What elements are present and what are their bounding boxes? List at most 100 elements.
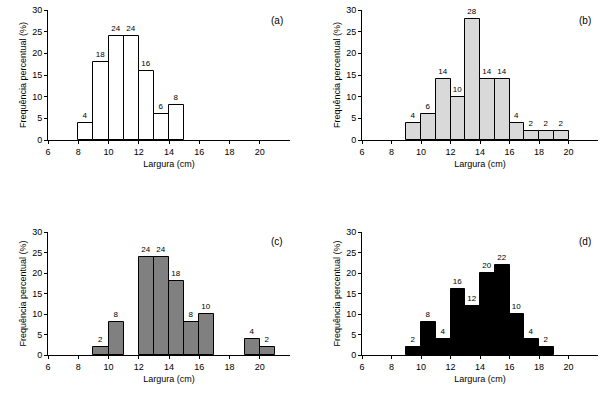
svg-text:24: 24 bbox=[126, 24, 135, 33]
svg-text:2: 2 bbox=[559, 119, 564, 128]
svg-text:10: 10 bbox=[32, 309, 42, 319]
svg-text:2: 2 bbox=[98, 335, 103, 344]
svg-text:10: 10 bbox=[32, 92, 42, 102]
svg-text:18: 18 bbox=[96, 50, 105, 59]
svg-text:15: 15 bbox=[346, 70, 356, 80]
svg-text:25: 25 bbox=[346, 27, 356, 37]
svg-text:2: 2 bbox=[544, 335, 549, 344]
svg-text:12: 12 bbox=[445, 362, 455, 372]
svg-text:14: 14 bbox=[164, 147, 174, 157]
svg-text:6: 6 bbox=[159, 102, 164, 111]
svg-text:(b): (b) bbox=[579, 15, 591, 26]
svg-text:20: 20 bbox=[563, 362, 573, 372]
svg-text:18: 18 bbox=[224, 147, 234, 157]
svg-text:14: 14 bbox=[438, 67, 447, 76]
svg-text:8: 8 bbox=[189, 310, 194, 319]
svg-text:4: 4 bbox=[529, 327, 534, 336]
svg-text:8: 8 bbox=[114, 310, 119, 319]
svg-text:25: 25 bbox=[32, 27, 42, 37]
svg-text:18: 18 bbox=[171, 269, 180, 278]
svg-text:18: 18 bbox=[534, 147, 544, 157]
svg-text:6: 6 bbox=[359, 147, 364, 157]
svg-text:0: 0 bbox=[351, 350, 356, 360]
svg-text:20: 20 bbox=[563, 147, 573, 157]
svg-text:4: 4 bbox=[411, 111, 416, 120]
svg-text:10: 10 bbox=[416, 147, 426, 157]
svg-text:8: 8 bbox=[76, 362, 81, 372]
svg-text:16: 16 bbox=[141, 59, 150, 68]
svg-text:4: 4 bbox=[83, 111, 88, 120]
svg-text:20: 20 bbox=[32, 48, 42, 58]
svg-text:16: 16 bbox=[504, 362, 514, 372]
svg-text:12: 12 bbox=[134, 147, 144, 157]
svg-text:18: 18 bbox=[224, 362, 234, 372]
svg-text:0: 0 bbox=[37, 135, 42, 145]
svg-text:28: 28 bbox=[467, 7, 476, 16]
svg-text:15: 15 bbox=[32, 289, 42, 299]
svg-text:16: 16 bbox=[194, 147, 204, 157]
svg-text:10: 10 bbox=[103, 362, 113, 372]
svg-text:12: 12 bbox=[467, 294, 476, 303]
svg-text:8: 8 bbox=[389, 147, 394, 157]
svg-text:(d): (d) bbox=[579, 236, 591, 247]
svg-text:30: 30 bbox=[346, 227, 356, 237]
svg-text:6: 6 bbox=[45, 147, 50, 157]
svg-text:10: 10 bbox=[201, 302, 210, 311]
svg-text:2: 2 bbox=[265, 335, 270, 344]
svg-text:24: 24 bbox=[156, 245, 165, 254]
svg-text:2: 2 bbox=[411, 335, 416, 344]
svg-text:2: 2 bbox=[544, 119, 549, 128]
svg-text:10: 10 bbox=[103, 147, 113, 157]
svg-text:5: 5 bbox=[37, 330, 42, 340]
svg-text:24: 24 bbox=[111, 24, 120, 33]
svg-text:20: 20 bbox=[255, 147, 265, 157]
svg-text:4: 4 bbox=[514, 111, 519, 120]
svg-text:8: 8 bbox=[174, 93, 179, 102]
svg-text:5: 5 bbox=[351, 330, 356, 340]
svg-text:14: 14 bbox=[475, 147, 485, 157]
svg-text:16: 16 bbox=[194, 362, 204, 372]
svg-text:Largura (cm): Largura (cm) bbox=[454, 374, 506, 384]
svg-text:25: 25 bbox=[346, 248, 356, 258]
svg-text:4: 4 bbox=[250, 327, 255, 336]
svg-text:20: 20 bbox=[482, 261, 491, 270]
svg-text:10: 10 bbox=[416, 362, 426, 372]
svg-text:6: 6 bbox=[359, 362, 364, 372]
svg-text:Frequência percentual (%): Frequência percentual (%) bbox=[18, 22, 28, 128]
svg-text:Largura (cm): Largura (cm) bbox=[143, 159, 195, 169]
svg-text:16: 16 bbox=[453, 277, 462, 286]
svg-text:10: 10 bbox=[346, 309, 356, 319]
svg-text:10: 10 bbox=[453, 85, 462, 94]
svg-text:2: 2 bbox=[529, 119, 534, 128]
svg-text:Largura (cm): Largura (cm) bbox=[454, 159, 506, 169]
svg-text:15: 15 bbox=[32, 70, 42, 80]
svg-text:14: 14 bbox=[164, 362, 174, 372]
svg-text:18: 18 bbox=[534, 362, 544, 372]
svg-text:12: 12 bbox=[445, 147, 455, 157]
svg-text:25: 25 bbox=[32, 248, 42, 258]
svg-text:8: 8 bbox=[76, 147, 81, 157]
svg-text:30: 30 bbox=[346, 5, 356, 15]
svg-text:(c): (c) bbox=[271, 236, 283, 247]
svg-text:30: 30 bbox=[32, 5, 42, 15]
svg-text:16: 16 bbox=[504, 147, 514, 157]
svg-text:8: 8 bbox=[426, 310, 431, 319]
svg-text:10: 10 bbox=[346, 92, 356, 102]
svg-text:Frequência percentual (%): Frequência percentual (%) bbox=[332, 240, 342, 346]
svg-text:6: 6 bbox=[45, 362, 50, 372]
svg-text:14: 14 bbox=[482, 67, 491, 76]
svg-text:8: 8 bbox=[389, 362, 394, 372]
svg-text:14: 14 bbox=[497, 67, 506, 76]
svg-text:6: 6 bbox=[426, 102, 431, 111]
svg-text:20: 20 bbox=[346, 268, 356, 278]
svg-text:20: 20 bbox=[346, 48, 356, 58]
svg-text:20: 20 bbox=[32, 268, 42, 278]
svg-text:0: 0 bbox=[351, 135, 356, 145]
svg-text:12: 12 bbox=[134, 362, 144, 372]
svg-text:10: 10 bbox=[512, 302, 521, 311]
svg-text:22: 22 bbox=[497, 253, 506, 262]
svg-text:0: 0 bbox=[37, 350, 42, 360]
svg-text:24: 24 bbox=[141, 245, 150, 254]
svg-text:5: 5 bbox=[351, 113, 356, 123]
svg-text:Largura (cm): Largura (cm) bbox=[143, 374, 195, 384]
